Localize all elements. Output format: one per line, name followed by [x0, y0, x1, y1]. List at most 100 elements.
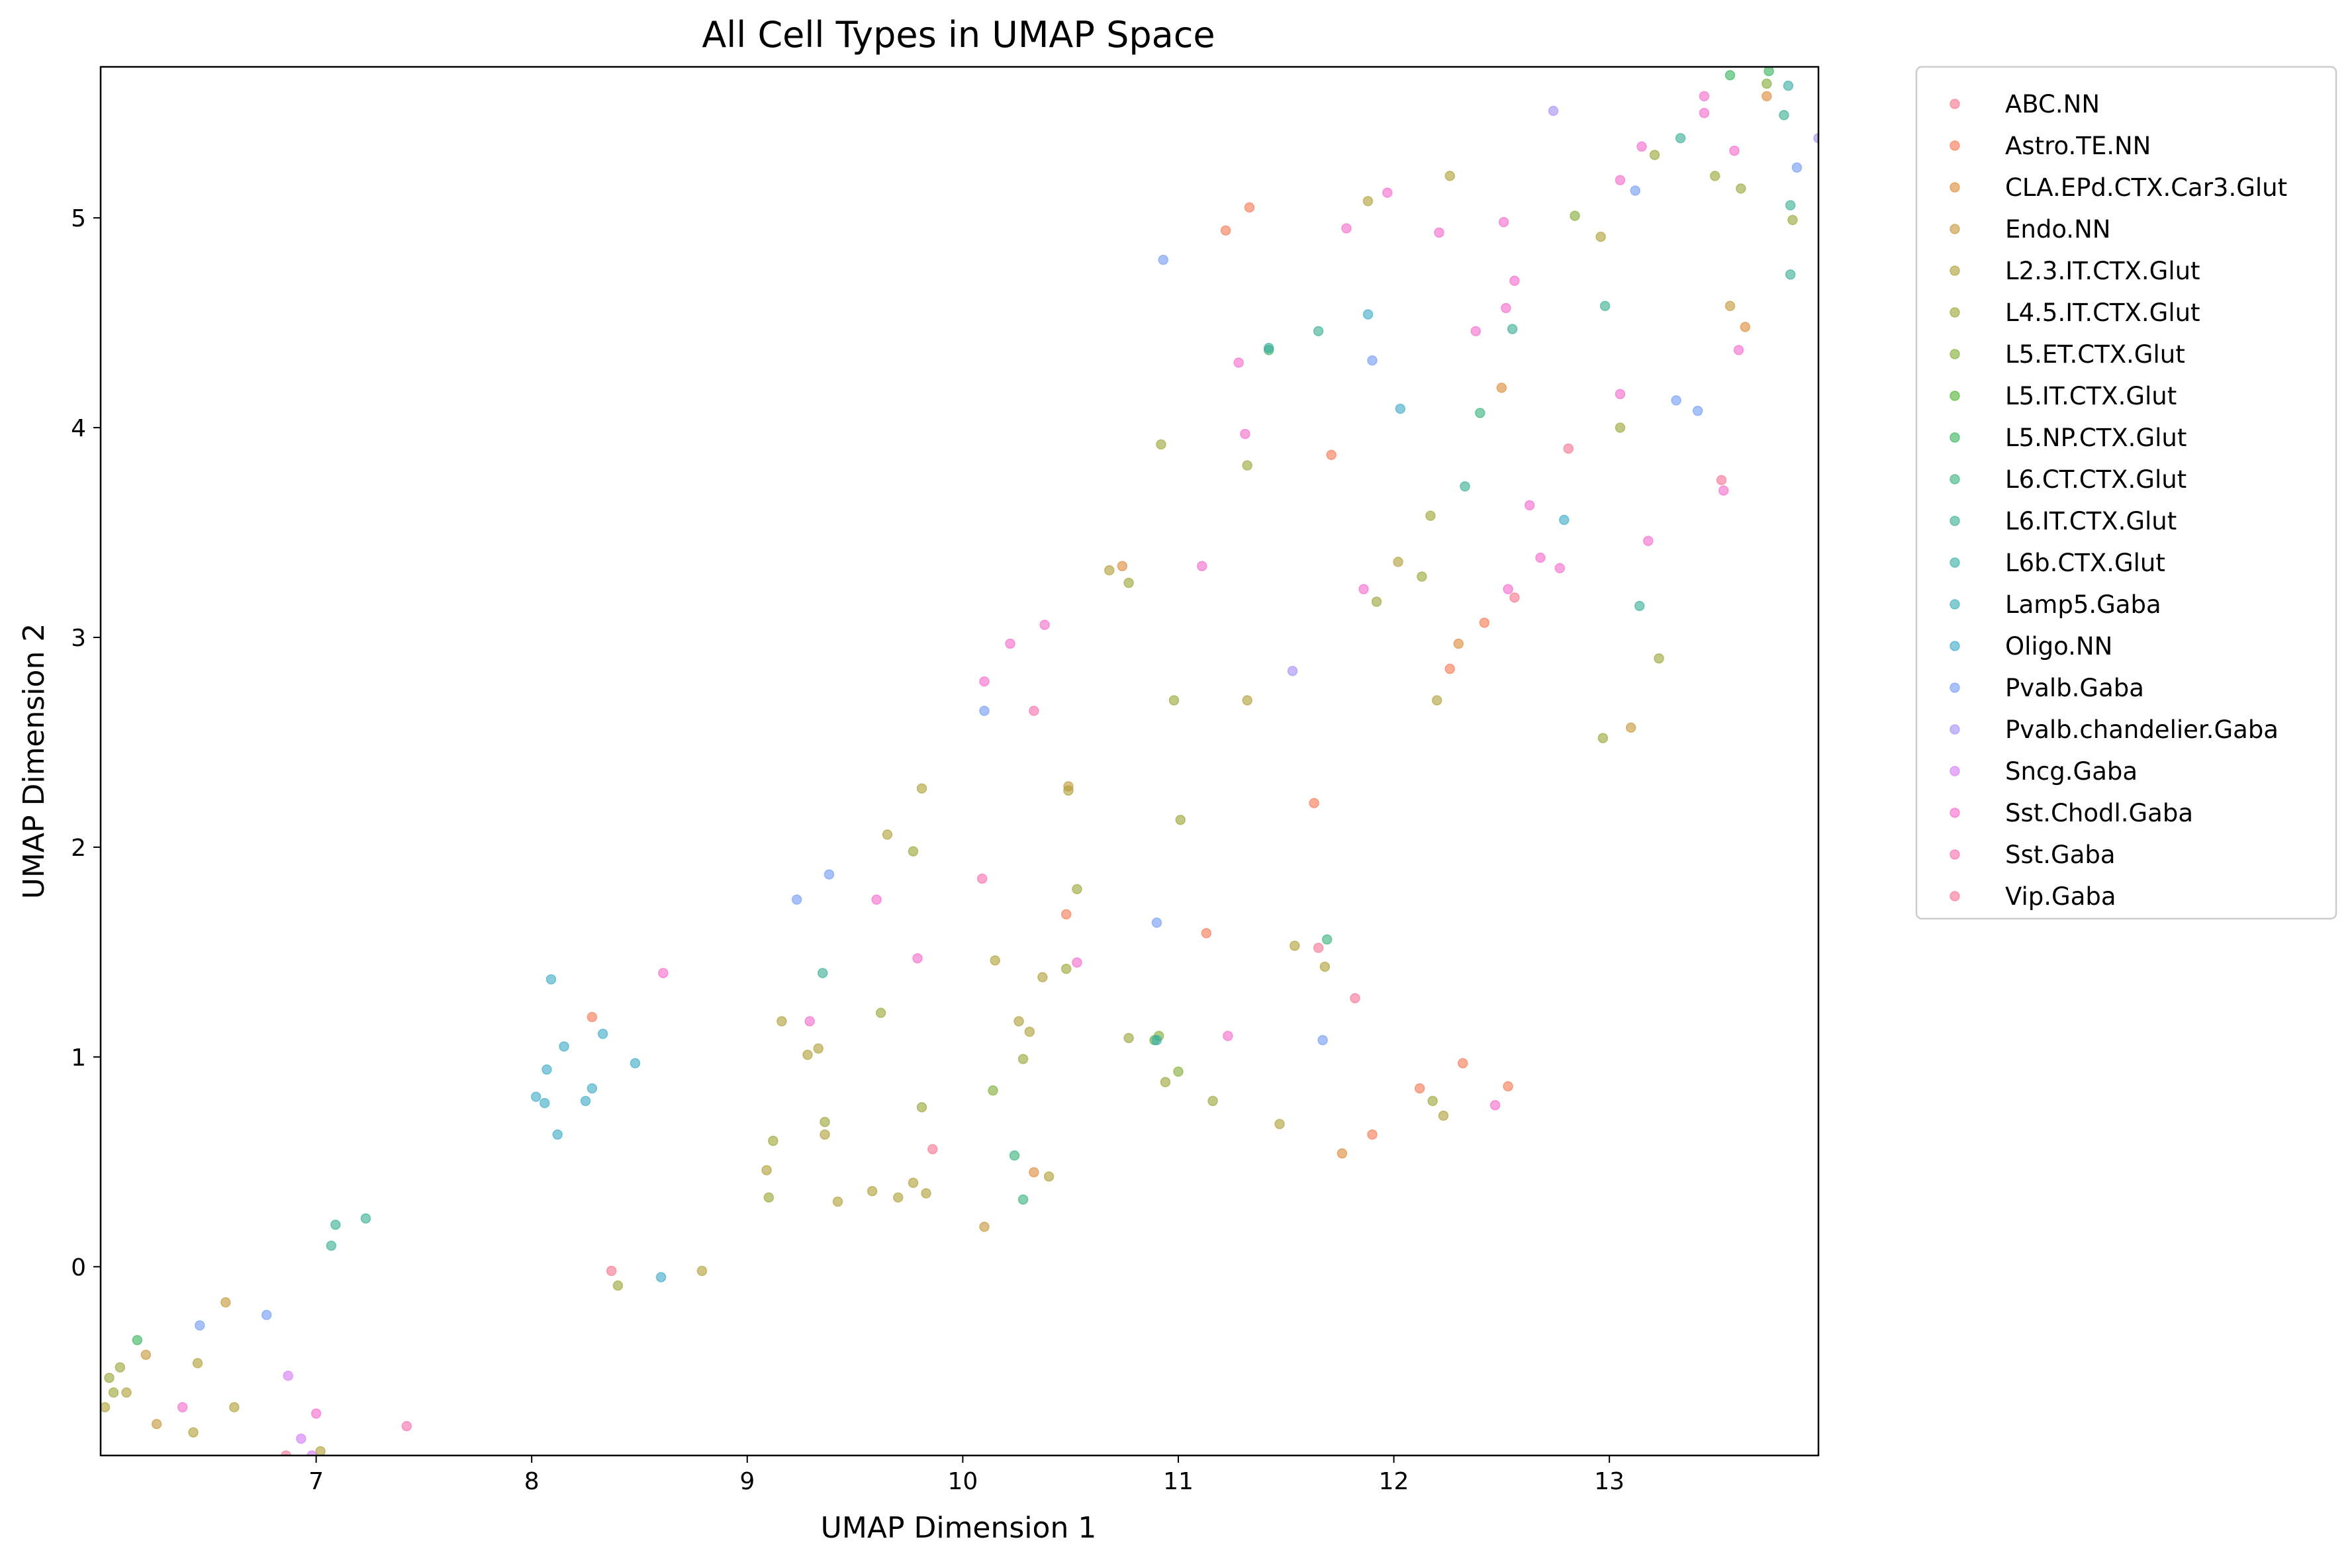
chart-title: All Cell Types in UMAP Space [702, 14, 1215, 56]
legend-label: L4.5.IT.CTX.Glut [2005, 299, 2200, 327]
data-point [281, 1450, 291, 1455]
data-point [979, 1221, 990, 1232]
legend-marker [1950, 849, 1960, 860]
data-point [1733, 345, 1744, 355]
data-point [802, 1049, 813, 1060]
legend-label: L5.ET.CTX.Glut [2005, 340, 2185, 369]
data-point [916, 1102, 927, 1113]
data-point [1367, 355, 1378, 366]
data-point [580, 1095, 591, 1107]
data-point [1263, 342, 1274, 353]
data-point [1156, 439, 1166, 450]
data-point [1341, 223, 1352, 234]
data-point [1313, 326, 1324, 337]
data-point [1427, 1095, 1438, 1107]
y-tick-label: 3 [71, 625, 86, 652]
data-point [195, 1320, 205, 1331]
data-point [882, 829, 893, 840]
data-point [832, 1196, 843, 1207]
legend-marker [1950, 182, 1960, 193]
legend: ABC.NN Astro.TE.NN CLA.EPd.CTX.Car3.Glut En… [1915, 66, 2337, 920]
data-point [871, 894, 882, 905]
data-point [1599, 300, 1611, 312]
x-tick-label: 9 [739, 1468, 755, 1495]
data-point [1783, 80, 1794, 91]
data-point [1362, 196, 1374, 207]
data-point [1636, 141, 1647, 152]
data-point [1223, 1031, 1233, 1041]
x-tick-label: 10 [947, 1468, 978, 1495]
legend-marker [1950, 474, 1960, 484]
legend-item: L6.IT.CTX.Glut [1950, 507, 2177, 535]
x-tick-label: 8 [524, 1468, 540, 1495]
legend-label: Pvalb.chandelier.Gaba [2005, 715, 2279, 744]
legend-item: L6.CT.CTX.Glut [1950, 465, 2187, 494]
y-tick-label: 5 [71, 205, 86, 232]
data-point [1709, 171, 1720, 181]
y-tick-label: 1 [71, 1044, 86, 1072]
data-point [1072, 884, 1082, 895]
data-point [101, 1402, 111, 1412]
data-point [1242, 695, 1252, 706]
legend-label: Sst.Chodl.Gaba [2005, 799, 2193, 827]
data-point [1233, 357, 1244, 368]
legend-label: L6.CT.CTX.Glut [2005, 465, 2187, 494]
legend-marker [1950, 349, 1960, 359]
data-point [545, 974, 557, 985]
data-point [1158, 254, 1168, 265]
data-point [1570, 210, 1580, 221]
data-point [1160, 1077, 1171, 1087]
legend-label: L2.3.IT.CTX.Glut [2005, 257, 2200, 285]
data-point [776, 1016, 787, 1027]
data-point [541, 1064, 552, 1075]
legend-marker [1950, 807, 1960, 818]
data-point [1362, 309, 1374, 320]
legend-marker [1950, 599, 1960, 610]
data-point [892, 1192, 904, 1203]
legend-marker [1950, 766, 1960, 776]
legend-item: Vip.Gaba [1950, 882, 2116, 911]
data-point [587, 1083, 598, 1094]
x-axis: 7 8 9 10 11 12 13 [308, 1455, 1624, 1495]
data-point [1317, 1035, 1328, 1046]
legend-label: Oligo.NN [2005, 632, 2112, 661]
legend-item: Sst.Chodl.Gaba [1950, 799, 2193, 827]
data-point [1017, 1054, 1029, 1064]
data-point [220, 1297, 231, 1308]
points-layer [101, 67, 1818, 1455]
x-tick-label: 11 [1163, 1468, 1194, 1495]
data-point [1367, 1129, 1378, 1140]
legend-marker [1950, 140, 1960, 151]
data-point [875, 1007, 886, 1019]
data-point [1151, 917, 1162, 928]
data-point [804, 1016, 815, 1027]
data-point [1039, 620, 1050, 630]
data-point [1791, 162, 1803, 173]
data-point [1417, 571, 1427, 582]
data-point [1724, 300, 1736, 312]
legend-item: Pvalb.chandelier.Gaba [1950, 715, 2279, 744]
data-point [867, 1185, 878, 1197]
data-point [1017, 1194, 1029, 1205]
data-point [1197, 561, 1207, 572]
legend-label: Vip.Gaba [2005, 882, 2116, 911]
data-point [1498, 216, 1509, 228]
data-point [908, 1177, 919, 1188]
data-point [1371, 596, 1382, 607]
legend-label: Astro.TE.NN [2005, 132, 2151, 160]
x-axis-label: UMAP Dimension 1 [821, 1511, 1097, 1545]
data-point [1496, 383, 1507, 393]
data-point [1151, 1035, 1162, 1046]
data-point [1029, 706, 1039, 716]
legend-item: Astro.TE.NN [1950, 132, 2151, 160]
data-point [1201, 928, 1212, 939]
data-point [539, 1097, 550, 1109]
data-point [658, 968, 669, 978]
y-axis-label: UMAP Dimension 2 [17, 623, 51, 899]
data-point [990, 955, 1000, 966]
data-point [1444, 171, 1455, 181]
data-point [1207, 1095, 1218, 1107]
legend-label: CLA.EPd.CTX.Car3.Glut [2005, 173, 2287, 202]
legend-marker [1950, 224, 1960, 234]
